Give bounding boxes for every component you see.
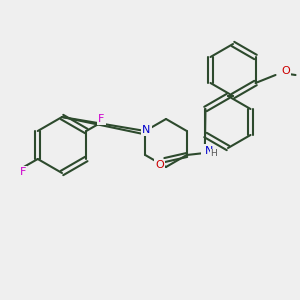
Text: F: F xyxy=(20,167,26,177)
Text: N: N xyxy=(142,125,150,135)
Text: O: O xyxy=(281,66,290,76)
Text: H: H xyxy=(206,146,213,154)
Text: H: H xyxy=(210,149,217,158)
Text: F: F xyxy=(98,114,104,124)
Text: O: O xyxy=(155,160,164,170)
Text: N: N xyxy=(202,145,211,155)
Text: N: N xyxy=(205,146,213,156)
